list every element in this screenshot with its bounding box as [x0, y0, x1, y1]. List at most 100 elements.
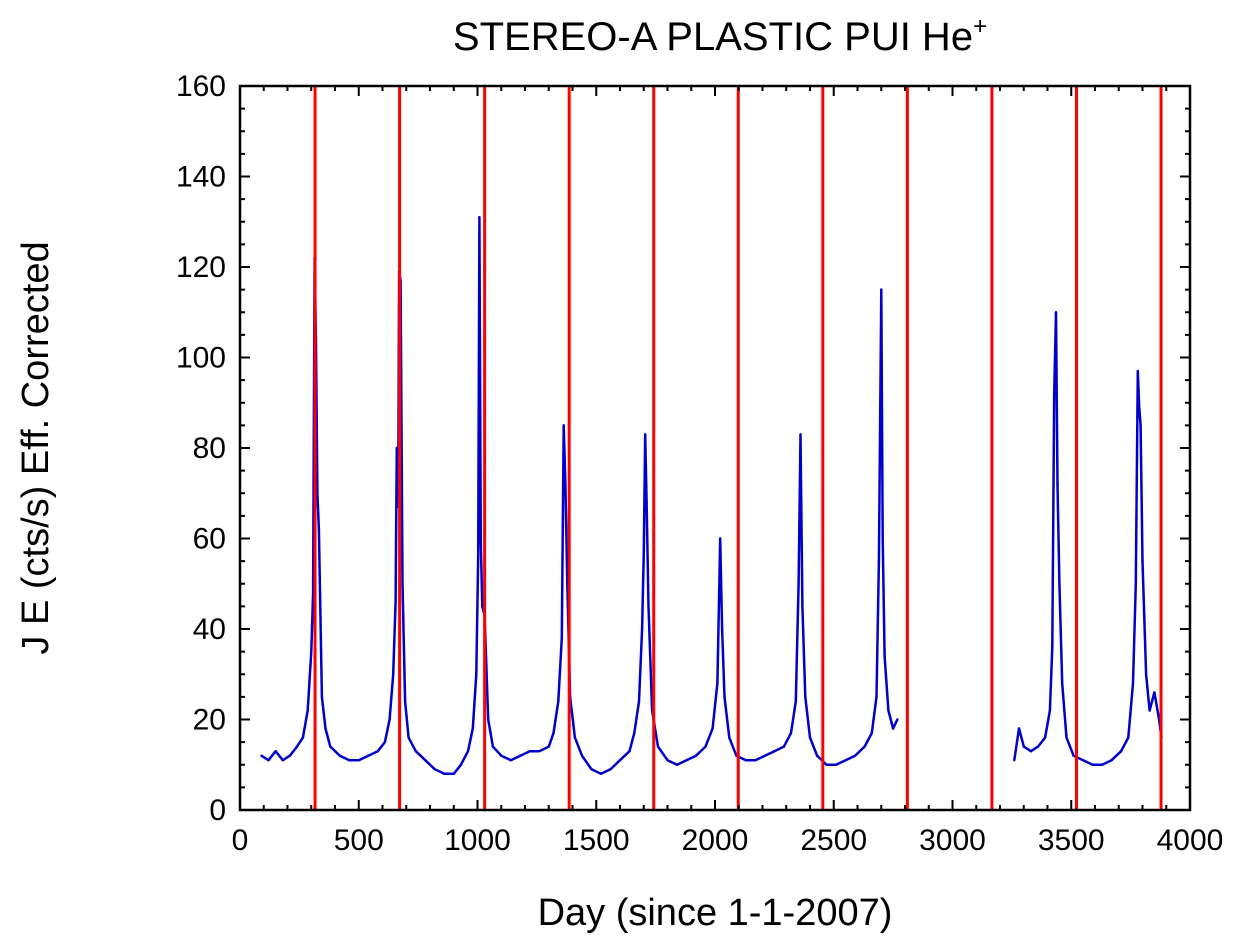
data-point: [789, 731, 793, 735]
data-point: [808, 736, 812, 739]
series-line-segment-0-0: [260, 215, 899, 776]
data-point: [1072, 754, 1075, 757]
data-point: [642, 550, 645, 554]
data-point: [310, 650, 313, 653]
data-point: [754, 759, 757, 762]
data-point: [716, 682, 719, 685]
data-point: [562, 424, 565, 427]
data-point: [1022, 745, 1025, 748]
data-point: [744, 759, 748, 762]
data-point: [443, 772, 446, 775]
data-point: [1144, 673, 1148, 676]
x-tick-label: 2500: [800, 824, 867, 857]
data-point: [875, 695, 878, 699]
data-point: [424, 759, 427, 762]
data-point: [1048, 709, 1052, 712]
data-point: [863, 745, 866, 748]
data-point: [881, 537, 884, 540]
axis-ticks: [239, 85, 1191, 811]
data-point: [1017, 727, 1021, 730]
data-point: [509, 759, 512, 762]
data-point: [1056, 483, 1059, 486]
data-point: [763, 754, 767, 757]
data-point: [773, 750, 776, 753]
data-point: [301, 736, 305, 739]
data-point: [433, 768, 436, 771]
data-point: [647, 605, 650, 608]
y-tick-label: 20: [193, 704, 226, 737]
y-tick-label: 160: [176, 70, 226, 103]
x-tick-label: 4000: [1157, 824, 1224, 857]
data-point: [394, 600, 397, 604]
data-point: [1058, 582, 1061, 585]
data-point: [407, 736, 410, 739]
data-point: [383, 740, 387, 744]
data-point: [637, 700, 641, 703]
data-point: [794, 700, 797, 703]
data-point: [618, 759, 622, 762]
data-point: [1148, 709, 1151, 712]
data-point: [1119, 750, 1123, 753]
data-point: [573, 736, 577, 739]
data-point: [1153, 691, 1156, 694]
data-point: [880, 288, 883, 291]
data-point: [459, 763, 463, 766]
data-point: [704, 745, 707, 748]
data-point: [640, 627, 644, 631]
x-tick-label: 1500: [563, 824, 630, 857]
y-tick-label: 100: [176, 342, 226, 375]
data-point: [1054, 311, 1058, 314]
data-point: [320, 695, 324, 699]
x-tick-label: 1000: [444, 824, 511, 857]
series-line-segment-0-1: [1013, 311, 1163, 767]
data-point: [628, 750, 631, 753]
data-point: [711, 727, 714, 730]
x-tick-label: 3000: [919, 824, 986, 857]
data-point: [376, 750, 379, 753]
plot-area: [260, 86, 1163, 810]
data-point: [666, 759, 669, 762]
y-tick-label: 80: [193, 432, 226, 465]
data-point: [1110, 759, 1113, 762]
data-point: [720, 627, 724, 631]
x-axis-label: Day (since 1-1-2007): [538, 892, 893, 934]
data-point: [547, 745, 550, 748]
data-point: [281, 759, 284, 762]
data-point: [1029, 750, 1033, 753]
data-point: [719, 537, 722, 540]
data-point: [1061, 682, 1064, 685]
data-point: [1013, 759, 1016, 762]
y-tick-label: 140: [176, 161, 226, 194]
data-point: [804, 695, 807, 699]
data-point: [883, 654, 886, 658]
data-point: [1136, 369, 1140, 373]
data-point: [478, 216, 481, 219]
data-point: [1043, 736, 1047, 739]
data-point: [392, 673, 395, 676]
data-point: [466, 750, 470, 753]
data-point: [675, 763, 679, 766]
data-point: [590, 768, 593, 771]
data-point: [395, 446, 398, 450]
data-point: [1141, 559, 1144, 563]
data-point: [414, 750, 417, 753]
data-point: [538, 750, 541, 753]
data-point: [694, 754, 698, 757]
y-tick-label: 120: [176, 251, 226, 284]
data-point: [403, 700, 407, 703]
data-point: [329, 745, 332, 748]
data-point: [656, 745, 660, 748]
data-point: [491, 745, 495, 748]
data-point: [1091, 763, 1094, 766]
data-point: [348, 759, 351, 762]
data-point: [891, 727, 895, 730]
data-point: [552, 731, 555, 735]
data-point: [645, 501, 648, 504]
data-point: [580, 754, 584, 757]
data-point: [685, 759, 688, 762]
data-point: [896, 718, 899, 721]
data-point: [782, 745, 786, 748]
data-point: [401, 582, 404, 585]
data-point: [877, 559, 881, 563]
